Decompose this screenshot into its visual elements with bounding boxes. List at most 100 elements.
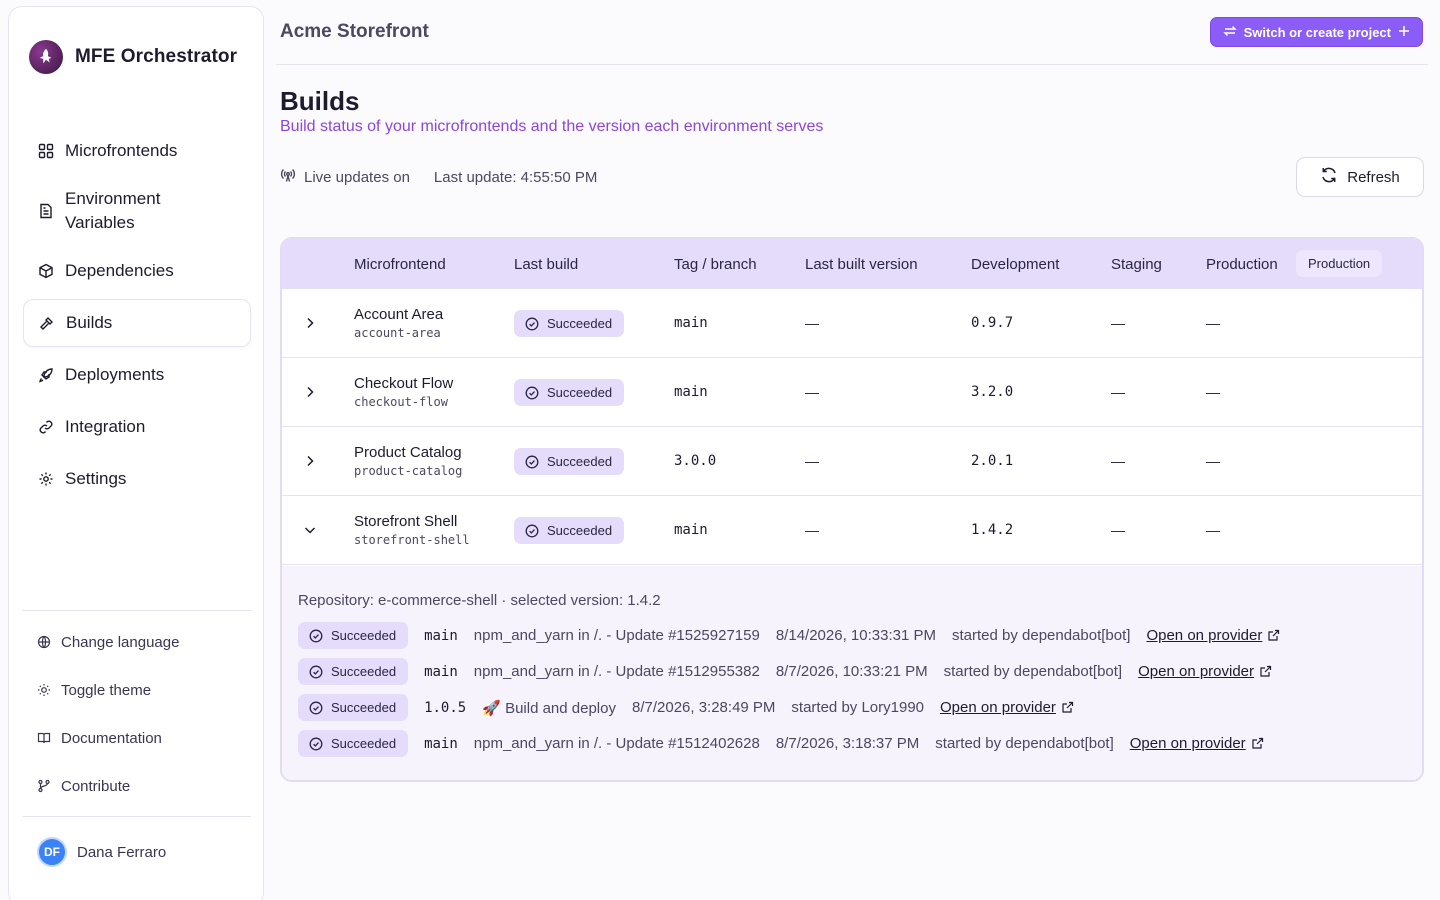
- file-text-icon: [37, 202, 55, 220]
- sidebar-nav: Microfrontends Environment Variables Dep…: [23, 127, 251, 507]
- status-label: Succeeded: [547, 385, 613, 400]
- open-on-provider-link[interactable]: Open on provider: [1138, 663, 1272, 680]
- toggle-theme-button[interactable]: Toggle theme: [23, 666, 251, 714]
- live-status: Live updates on Last update: 4:55:50 PM: [280, 167, 597, 187]
- change-language-button[interactable]: Change language: [23, 618, 251, 666]
- open-on-provider-link[interactable]: Open on provider: [940, 699, 1074, 716]
- build-ref: main: [424, 663, 458, 680]
- build-time: 8/7/2026, 3:18:37 PM: [775, 735, 920, 752]
- build-time: 8/14/2026, 10:33:31 PM: [775, 627, 936, 644]
- gear-icon: [37, 470, 55, 488]
- switch-icon: [1222, 24, 1237, 41]
- sidebar-item-environment-variables[interactable]: Environment Variables: [23, 179, 251, 243]
- git-branch-icon: [37, 779, 51, 793]
- build-author: started by Lory1990: [791, 699, 925, 716]
- build-message: npm_and_yarn in /. - Update #1525927159: [473, 627, 760, 644]
- contribute-link[interactable]: Contribute: [23, 762, 251, 810]
- user-profile[interactable]: DF Dana Ferraro: [37, 837, 166, 867]
- staging-version: —: [1111, 384, 1125, 400]
- sidebar-item-label: Deployments: [65, 365, 165, 384]
- external-link-icon: [1252, 737, 1263, 749]
- rocket-icon: [37, 366, 55, 384]
- microfrontend-name: Storefront Shell: [354, 513, 458, 530]
- top-bar: Acme Storefront Switch or create project: [276, 0, 1428, 65]
- live-updates-label: Live updates on: [304, 168, 410, 186]
- check-circle-icon: [309, 629, 323, 642]
- sidebar-divider: [23, 816, 251, 817]
- open-on-provider-label: Open on provider: [940, 699, 1056, 716]
- column-microfrontend[interactable]: Microfrontend: [354, 256, 446, 273]
- production-chip[interactable]: Production: [1296, 250, 1383, 277]
- sidebar: MFE Orchestrator Microfrontends Environm…: [8, 6, 264, 900]
- table-row[interactable]: Account Area account-area Succeeded main…: [282, 289, 1422, 358]
- build-time: 8/7/2026, 3:28:49 PM: [631, 699, 776, 716]
- switch-project-button[interactable]: Switch or create project: [1209, 17, 1423, 47]
- status-label: Succeeded: [331, 736, 397, 751]
- open-on-provider-label: Open on provider: [1129, 735, 1246, 752]
- sidebar-item-integration[interactable]: Integration: [23, 403, 251, 451]
- brand[interactable]: MFE Orchestrator: [29, 40, 237, 74]
- column-last-build[interactable]: Last build: [514, 256, 579, 273]
- status-badge: Succeeded: [298, 658, 409, 685]
- switch-project-label: Switch or create project: [1243, 24, 1391, 40]
- chevron-right-icon[interactable]: [302, 315, 318, 331]
- documentation-link[interactable]: Documentation: [23, 714, 251, 762]
- sidebar-item-builds[interactable]: Builds: [23, 299, 251, 347]
- development-version: 2.0.1: [971, 453, 1014, 469]
- check-circle-icon: [525, 455, 539, 468]
- column-development[interactable]: Development: [971, 256, 1060, 273]
- open-on-provider-link[interactable]: Open on provider: [1146, 627, 1280, 644]
- column-tag-branch[interactable]: Tag / branch: [674, 256, 757, 273]
- sidebar-item-label: Dependencies: [65, 261, 174, 280]
- microfrontend-slug: checkout-flow: [354, 395, 448, 409]
- sidebar-item-label: Builds: [66, 313, 113, 332]
- sidebar-item-label: Environment Variables: [65, 189, 161, 232]
- external-link-icon: [1062, 701, 1074, 713]
- book-icon: [37, 731, 51, 745]
- table-row[interactable]: Checkout Flow checkout-flow Succeeded ma…: [282, 358, 1422, 427]
- last-built-version: —: [805, 384, 819, 400]
- chevron-down-icon[interactable]: [302, 522, 318, 538]
- refresh-button[interactable]: Refresh: [1296, 157, 1424, 197]
- last-built-version: —: [805, 522, 819, 538]
- sun-icon: [37, 683, 51, 697]
- status-badge: Succeeded: [514, 517, 625, 544]
- build-message: npm_and_yarn in /. - Update #1512402628: [473, 735, 760, 752]
- refresh-icon: [1320, 166, 1338, 188]
- staging-version: —: [1111, 315, 1125, 331]
- sidebar-item-dependencies[interactable]: Dependencies: [23, 247, 251, 295]
- check-circle-icon: [309, 665, 323, 678]
- production-version: —: [1206, 384, 1220, 400]
- development-version: 0.9.7: [971, 315, 1014, 331]
- external-link-icon: [1260, 665, 1272, 677]
- sidebar-item-microfrontends[interactable]: Microfrontends: [23, 127, 251, 175]
- sidebar-item-deployments[interactable]: Deployments: [23, 351, 251, 399]
- build-history-panel: Repository: e-commerce-shell · selected …: [282, 566, 1422, 780]
- documentation-label: Documentation: [61, 729, 162, 747]
- status-label: Succeeded: [331, 628, 397, 643]
- chevron-right-icon[interactable]: [302, 384, 318, 400]
- column-last-built-version[interactable]: Last built version: [805, 256, 918, 273]
- column-staging[interactable]: Staging: [1111, 256, 1162, 273]
- tag-branch: main: [674, 315, 708, 331]
- status-badge: Succeeded: [298, 730, 409, 757]
- status-label: Succeeded: [547, 523, 613, 538]
- status-badge: Succeeded: [514, 379, 625, 406]
- last-update-label: Last update: 4:55:50 PM: [433, 168, 598, 186]
- chevron-right-icon[interactable]: [302, 453, 318, 469]
- column-production[interactable]: Production: [1206, 256, 1278, 273]
- development-version: 3.2.0: [971, 384, 1014, 400]
- production-version: —: [1206, 522, 1220, 538]
- status-badge: Succeeded: [298, 694, 409, 721]
- table-row[interactable]: Product Catalog product-catalog Succeede…: [282, 427, 1422, 496]
- list-item: Succeeded 1.0.5 🚀 Build and deploy 8/7/2…: [298, 694, 1074, 721]
- builds-table: Microfrontend Last build Tag / branch La…: [280, 237, 1424, 782]
- open-on-provider-link[interactable]: Open on provider: [1130, 735, 1264, 752]
- package-icon: [37, 262, 55, 280]
- user-name: Dana Ferraro: [77, 843, 167, 861]
- production-version: —: [1206, 453, 1220, 469]
- table-row[interactable]: Storefront Shell storefront-shell Succee…: [282, 496, 1422, 565]
- sidebar-item-settings[interactable]: Settings: [23, 455, 251, 503]
- repository-info: Repository: e-commerce-shell · selected …: [298, 592, 661, 609]
- list-item: Succeeded main npm_and_yarn in /. - Upda…: [298, 622, 1280, 649]
